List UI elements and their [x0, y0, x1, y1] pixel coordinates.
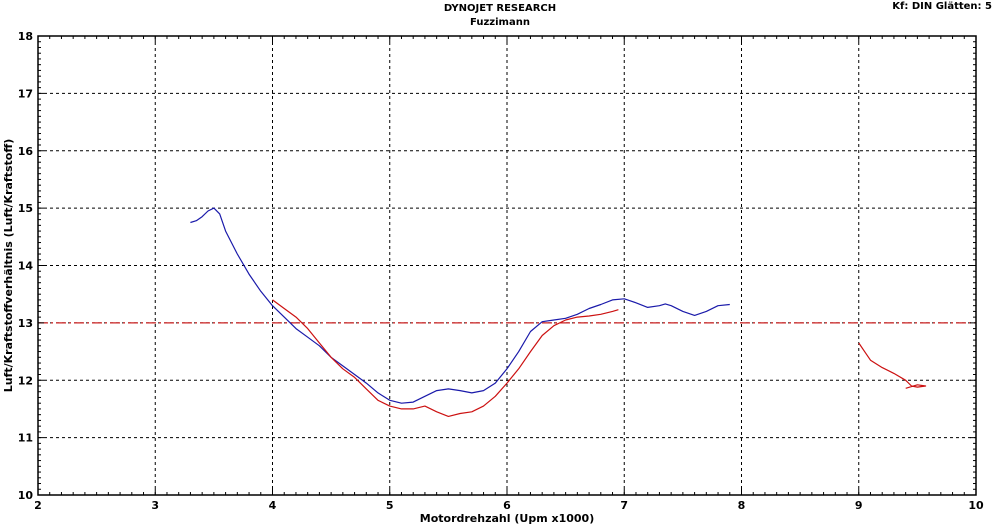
y-tick-label: 18: [18, 30, 33, 43]
y-tick-label: 15: [18, 202, 33, 215]
grid-lines: [38, 36, 976, 495]
y-axis-label: Luft/Kraftstoffverhältnis (Luft/Kraftsto…: [2, 139, 15, 393]
y-tick-label: 12: [18, 374, 33, 387]
x-tick-label: 4: [269, 499, 277, 512]
y-tick-label: 17: [18, 87, 33, 100]
x-tick-label: 10: [968, 499, 984, 512]
y-tick-label: 16: [18, 145, 34, 158]
y-tick-label: 13: [18, 317, 33, 330]
x-tick-label: 2: [34, 499, 42, 512]
y-tick-label: 10: [18, 489, 34, 502]
x-axis-label: Motordrehzahl (Upm x1000): [420, 512, 594, 525]
series-line-2: [272, 299, 619, 417]
x-tick-label: 6: [503, 499, 511, 512]
series-line-2: [858, 342, 927, 389]
x-tick-label: 9: [855, 499, 863, 512]
y-tick-label: 14: [18, 260, 34, 273]
minor-ticks: [37, 35, 977, 496]
y-tick-label: 11: [18, 432, 33, 445]
chart-subtitle: Fuzzimann: [470, 17, 530, 28]
series-line-1: [190, 207, 730, 404]
x-tick-label: 3: [151, 499, 159, 512]
tick-labels: 2 3 4 5 6 7 8 9 10 10 11 12 13 14 15 16 17 18: [18, 30, 984, 512]
correction-smoothing-info: Kf: DIN Glätten: 5: [892, 1, 992, 12]
x-tick-label: 7: [620, 499, 628, 512]
x-tick-label: 8: [738, 499, 746, 512]
x-tick-label: 5: [386, 499, 394, 512]
series-layer: [190, 207, 927, 417]
chart-title: DYNOJET RESEARCH: [443, 3, 557, 14]
